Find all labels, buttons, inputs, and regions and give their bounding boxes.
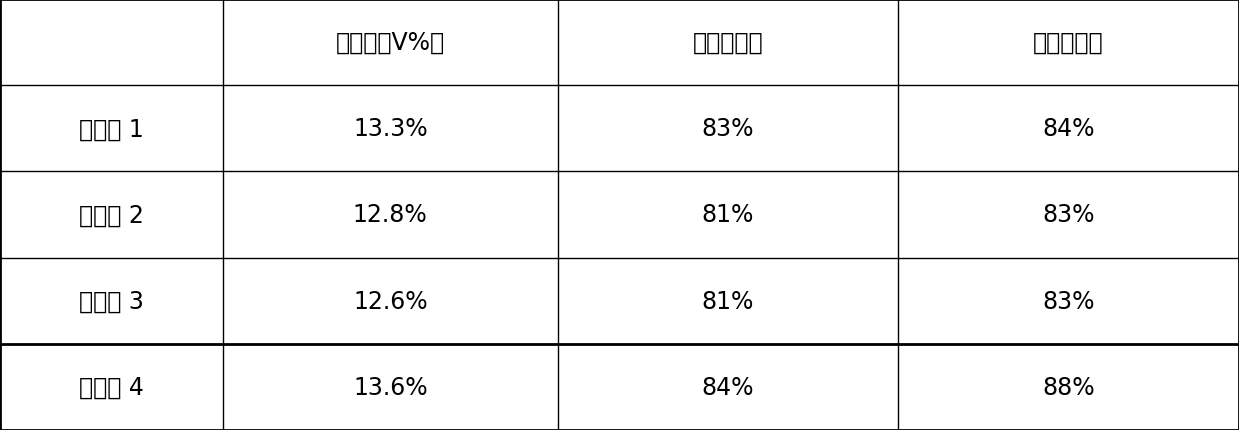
Text: 83%: 83% xyxy=(1042,289,1095,313)
Text: 氮气利用率: 氮气利用率 xyxy=(693,31,763,55)
Text: 实施例 1: 实施例 1 xyxy=(79,117,144,141)
Text: 12.6%: 12.6% xyxy=(353,289,427,313)
Text: 氢气利用率: 氢气利用率 xyxy=(1033,31,1104,55)
Text: 13.3%: 13.3% xyxy=(353,117,427,141)
Text: 84%: 84% xyxy=(1042,117,1095,141)
Text: 84%: 84% xyxy=(701,375,755,399)
Text: 81%: 81% xyxy=(701,289,755,313)
Text: 13.6%: 13.6% xyxy=(353,375,427,399)
Text: 实施例 3: 实施例 3 xyxy=(79,289,144,313)
Text: 81%: 81% xyxy=(701,203,755,227)
Text: 83%: 83% xyxy=(701,117,755,141)
Text: 83%: 83% xyxy=(1042,203,1095,227)
Text: 12.8%: 12.8% xyxy=(353,203,427,227)
Text: 实施例 2: 实施例 2 xyxy=(79,203,144,227)
Text: 88%: 88% xyxy=(1042,375,1095,399)
Text: 实施例 4: 实施例 4 xyxy=(79,375,144,399)
Text: 氨净値（V%）: 氨净値（V%） xyxy=(336,31,445,55)
